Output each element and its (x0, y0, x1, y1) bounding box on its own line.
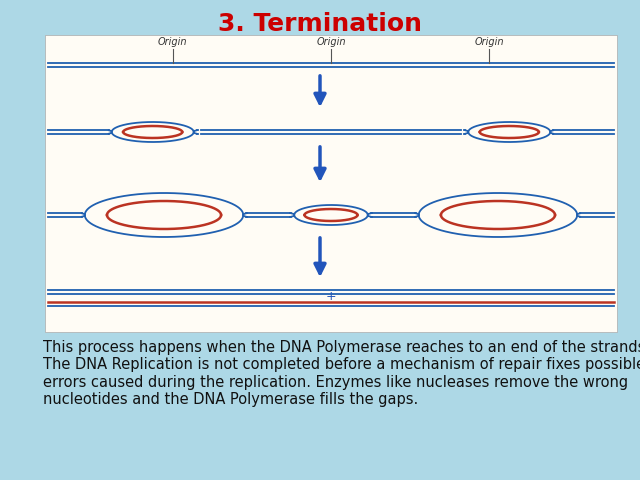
Text: +: + (326, 290, 336, 303)
Text: Origin: Origin (475, 37, 504, 47)
Text: Origin: Origin (158, 37, 188, 47)
Text: 3. Termination: 3. Termination (218, 12, 422, 36)
Text: This process happens when the DNA Polymerase reaches to an end of the strands.
T: This process happens when the DNA Polyme… (43, 340, 640, 407)
Text: Origin: Origin (316, 37, 346, 47)
Bar (45, 35, 617, 332)
